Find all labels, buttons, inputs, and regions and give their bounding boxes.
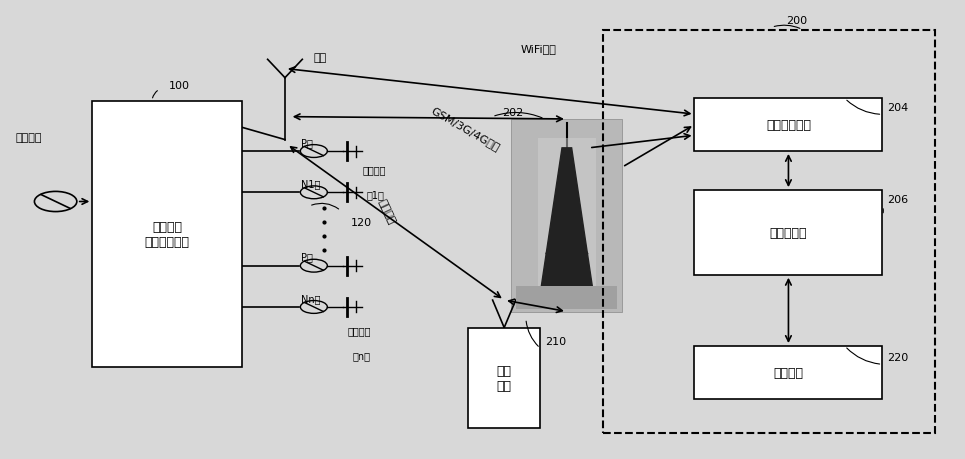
Text: 电源输入: 电源输入 (15, 133, 41, 143)
Bar (93, 101, 241, 367)
Text: Nn端: Nn端 (301, 293, 320, 303)
Text: 电池充电
无线控制系统: 电池充电 无线控制系统 (145, 220, 189, 248)
FancyArrowPatch shape (152, 91, 157, 99)
Text: P端: P端 (301, 252, 314, 262)
Bar (468, 328, 540, 429)
Polygon shape (545, 225, 588, 254)
Text: 206: 206 (887, 195, 908, 205)
Bar (516, 286, 618, 309)
FancyArrowPatch shape (774, 26, 800, 29)
Text: 120: 120 (350, 218, 372, 228)
Text: 204: 204 (887, 103, 908, 113)
Bar (538, 139, 595, 293)
Bar (603, 30, 935, 433)
Bar (695, 99, 882, 152)
FancyArrowPatch shape (312, 204, 339, 209)
Text: 移动
终端: 移动 终端 (497, 364, 511, 392)
FancyArrowPatch shape (846, 348, 880, 364)
FancyArrowPatch shape (495, 113, 542, 118)
Text: 202: 202 (502, 108, 523, 118)
Text: 蓝牙网络: 蓝牙网络 (376, 197, 397, 225)
Text: 充电通道: 充电通道 (362, 165, 386, 175)
Text: 220: 220 (887, 353, 908, 363)
Text: 充电通道: 充电通道 (347, 325, 372, 335)
Text: GSM/3G/4G网络: GSM/3G/4G网络 (429, 105, 502, 152)
Polygon shape (539, 149, 593, 297)
Bar (695, 346, 882, 399)
Text: N1端: N1端 (301, 179, 320, 189)
Text: 200: 200 (786, 17, 807, 26)
Text: 固定终端: 固定终端 (773, 366, 804, 379)
Text: 100: 100 (169, 80, 190, 90)
Text: 天线: 天线 (314, 53, 327, 63)
Text: （1）: （1） (367, 190, 385, 200)
Text: 移动交据中心: 移动交据中心 (766, 119, 811, 132)
Text: （n）: （n） (352, 350, 371, 360)
Text: 210: 210 (545, 336, 566, 347)
Bar (695, 190, 882, 275)
Text: P端: P端 (301, 138, 314, 147)
Text: WiFi网络: WiFi网络 (521, 44, 557, 54)
Bar (511, 120, 622, 312)
FancyArrowPatch shape (526, 321, 538, 347)
FancyArrowPatch shape (847, 101, 880, 115)
Text: 网络服务器: 网络服务器 (770, 226, 807, 240)
